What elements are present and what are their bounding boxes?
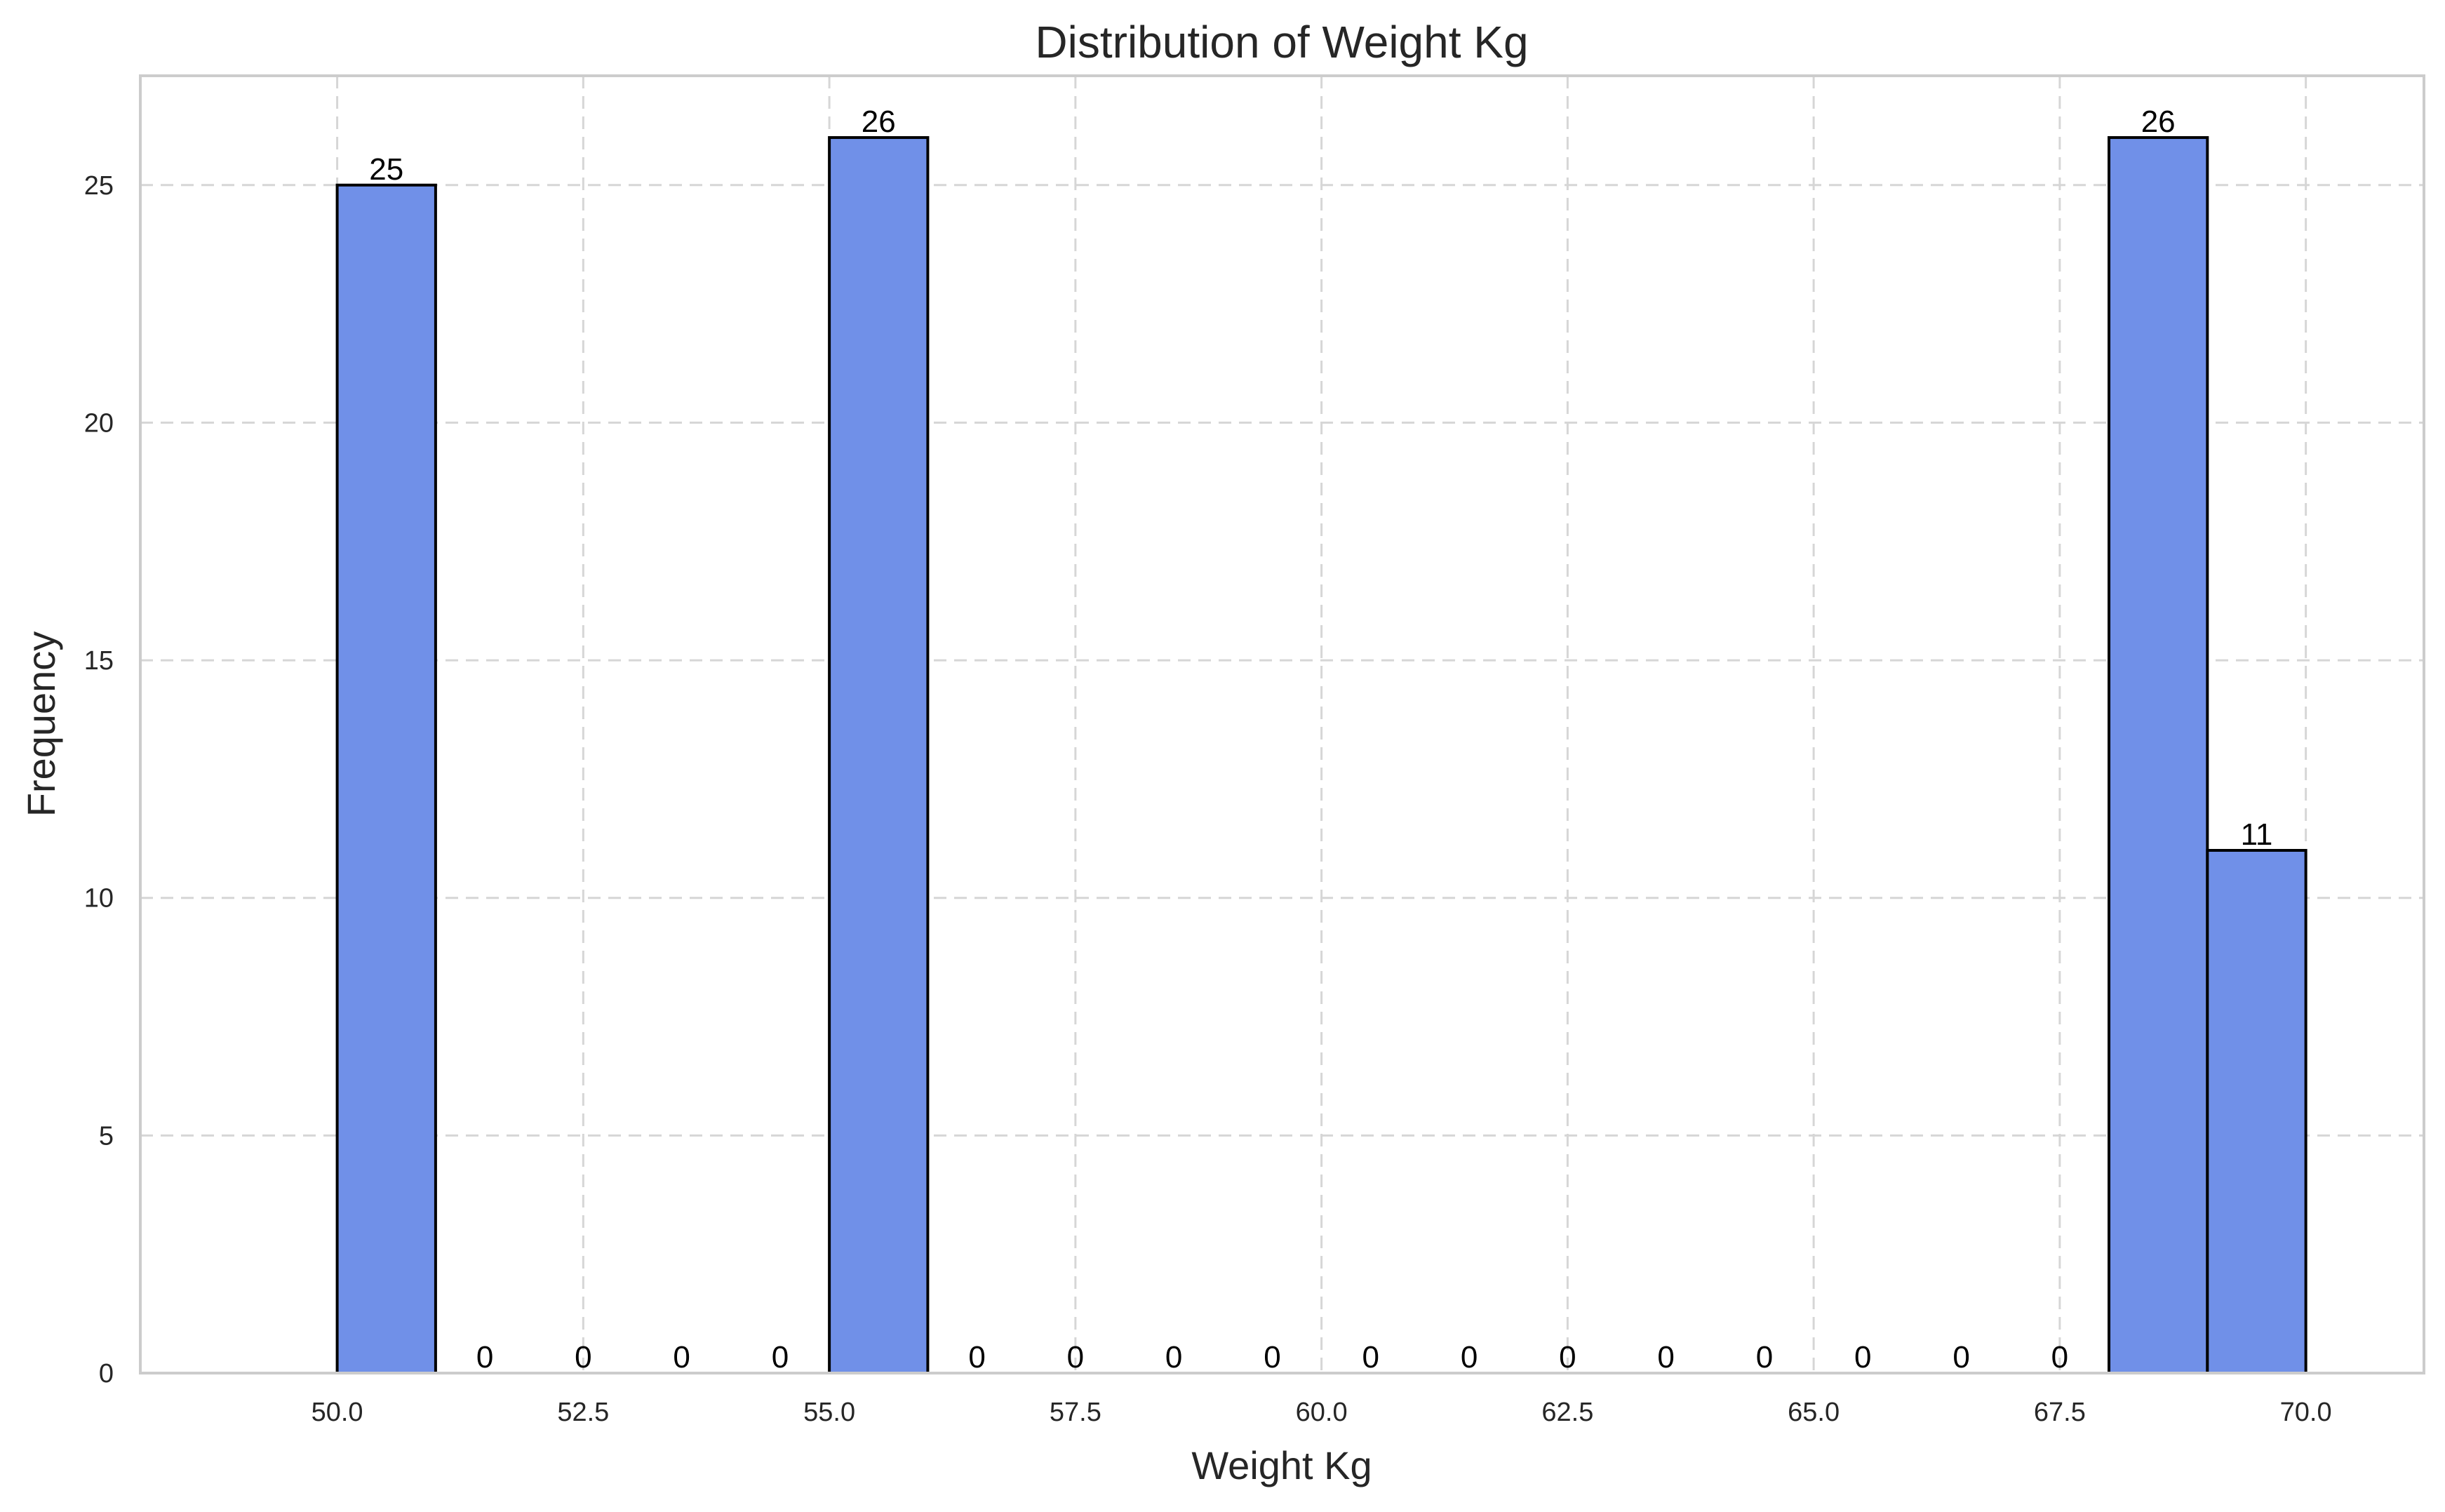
x-axis-label: Weight Kg (1191, 1443, 1372, 1487)
bar-value-label: 0 (1362, 1340, 1379, 1374)
x-tick-label: 52.5 (557, 1398, 609, 1427)
x-axis-ticks: 50.0 52.5 55.0 57.5 60.0 62.5 65.0 67.5 70.0 (312, 1398, 2332, 1427)
x-tick-label: 55.0 (803, 1398, 855, 1427)
y-axis-ticks: 0 5 10 15 20 25 (84, 171, 114, 1389)
x-tick-label: 50.0 (312, 1398, 363, 1427)
bar-value-label: 0 (1952, 1340, 1969, 1374)
x-tick-label: 62.5 (1541, 1398, 1593, 1427)
x-tick-label: 70.0 (2280, 1398, 2332, 1427)
bar-value-label: 0 (1854, 1340, 1871, 1374)
bar-value-label: 0 (673, 1340, 690, 1374)
histogram-bar (2206, 848, 2307, 1374)
bar-value-label: 11 (2241, 817, 2273, 852)
y-tick-label: 25 (84, 171, 114, 201)
x-tick-label: 57.5 (1050, 1398, 1101, 1427)
plot-frame (139, 74, 2425, 1374)
x-tick-label: 67.5 (2034, 1398, 2086, 1427)
histogram-bar (335, 183, 437, 1374)
x-tick-label: 65.0 (1788, 1398, 1840, 1427)
bar-value-label: 0 (1067, 1340, 1084, 1374)
y-tick-label: 10 (84, 884, 114, 914)
bar-value-label: 0 (1559, 1340, 1576, 1374)
y-tick-label: 15 (84, 646, 114, 676)
y-axis-label: Frequency (19, 631, 63, 817)
bar-value-label: 0 (1657, 1340, 1674, 1374)
y-tick-label: 5 (99, 1121, 114, 1151)
bar-value-label: 26 (2141, 105, 2176, 139)
bar-value-label: 0 (1756, 1340, 1773, 1374)
bar-value-label: 0 (772, 1340, 789, 1374)
chart-title: Distribution of Weight Kg (1035, 17, 1528, 67)
bar-value-label: 0 (1165, 1340, 1182, 1374)
bar-value-label: 0 (1461, 1340, 1478, 1374)
bar-value-label: 0 (1264, 1340, 1280, 1374)
bar-value-label: 0 (575, 1340, 591, 1374)
histogram-bar (828, 136, 930, 1375)
bar-value-label: 25 (369, 152, 403, 187)
x-tick-label: 60.0 (1296, 1398, 1348, 1427)
bar-value-label: 0 (2051, 1340, 2068, 1374)
bar-value-label: 0 (476, 1340, 493, 1374)
bar-value-label: 26 (862, 105, 896, 139)
y-tick-label: 20 (84, 408, 114, 438)
y-tick-label: 0 (99, 1359, 114, 1389)
histogram-bar (2108, 136, 2209, 1375)
bar-value-label: 0 (968, 1340, 985, 1374)
data-labels: 25 0 0 0 0 26 0 0 0 0 0 0 0 0 0 0 0 0 26 11 (369, 105, 2272, 1374)
